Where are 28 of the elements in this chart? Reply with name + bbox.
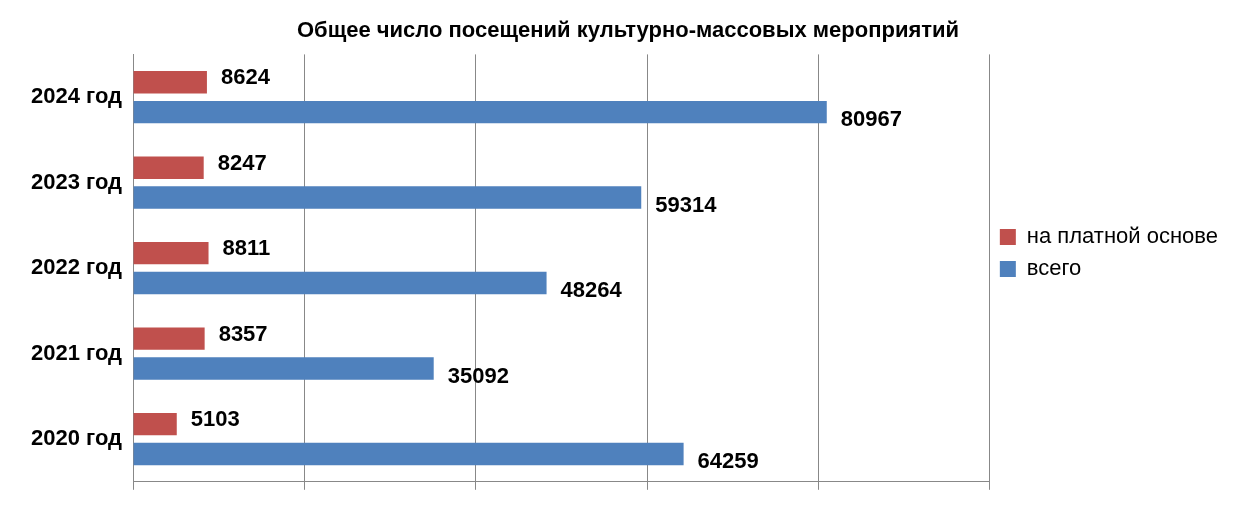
y-tick-label: 2022 год [30,254,123,280]
bar [133,156,204,179]
bar [133,186,642,209]
bar [133,241,209,265]
bar [133,100,827,124]
data-label: 8357 [218,320,268,346]
y-tick-label: 2020 год [30,425,123,451]
data-label: 8624 [220,64,271,90]
bar [133,442,684,466]
data-label: 80967 [840,106,902,132]
data-label: 48264 [560,277,623,303]
y-tick-label: 2023 год [30,168,123,194]
y-tick-label: 2024 год [30,83,123,109]
bar [133,271,547,295]
data-label: 5103 [190,406,240,432]
y-tick-label: 2021 год [30,339,123,365]
bar [133,412,177,436]
bar [133,327,205,350]
bar [133,357,434,380]
data-label: 64259 [697,448,759,474]
bar [133,70,207,94]
chart-title: Общее число посещений культурно-массовых мероприятий [296,17,960,43]
data-label: 59314 [655,191,718,217]
data-label: 35092 [447,362,509,388]
data-label: 8811 [222,235,271,261]
legend-label: всего [1026,255,1082,281]
data-label: 8247 [217,149,267,175]
legend-label: на платной основе [1026,223,1219,249]
